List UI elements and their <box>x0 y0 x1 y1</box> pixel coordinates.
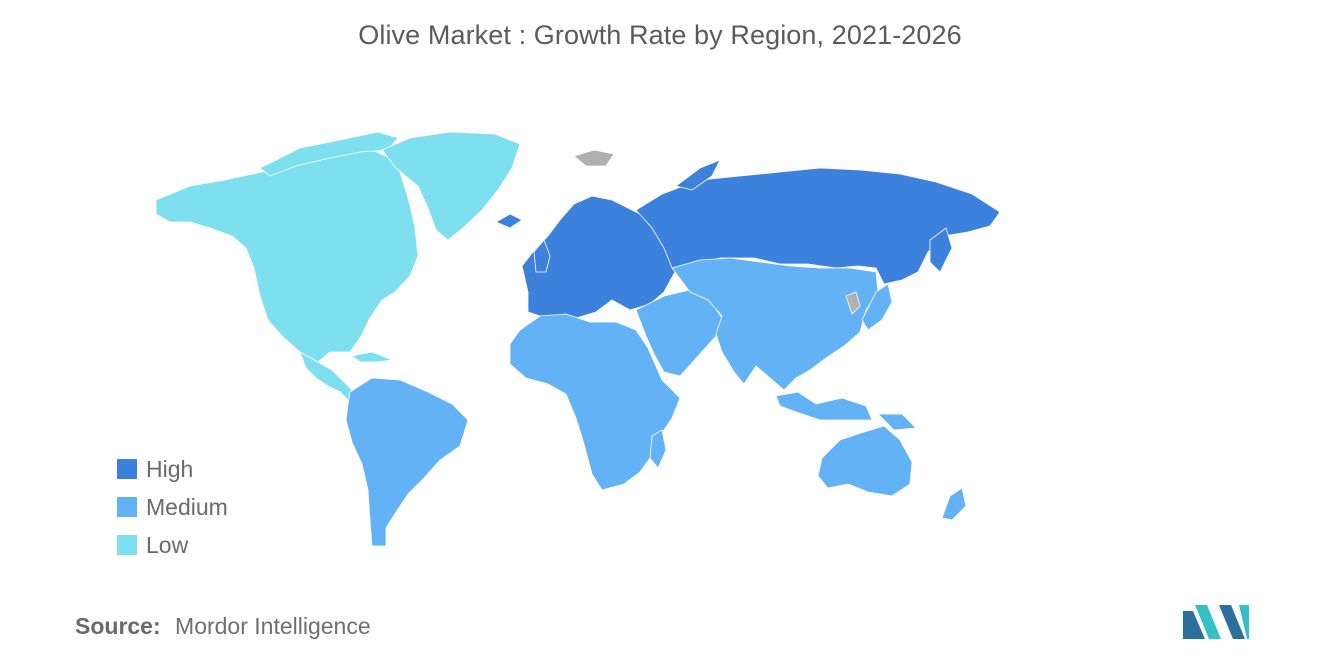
legend-label-medium: Medium <box>146 493 228 520</box>
region-japan <box>861 283 893 331</box>
legend-item-medium: Medium <box>117 488 228 526</box>
logo-left-bar <box>1183 611 1205 639</box>
region-australia <box>817 425 913 497</box>
region-greenland <box>381 131 521 241</box>
region-south-america <box>345 377 469 547</box>
logo-center-wedge <box>1195 605 1221 639</box>
region-caribbean <box>351 351 394 363</box>
region-korea <box>845 291 861 315</box>
region-russia-east <box>929 227 953 273</box>
region-russia-arctic <box>675 159 721 191</box>
region-new-zealand <box>941 487 967 521</box>
legend-item-low: Low <box>117 526 228 564</box>
chart-title: Olive Market : Growth Rate by Region, 20… <box>358 20 962 50</box>
legend-swatch-low <box>117 535 137 555</box>
region-asia <box>671 257 879 391</box>
region-new-guinea <box>877 413 917 431</box>
logo-right-wedge <box>1219 605 1245 639</box>
region-middle-east <box>635 289 723 377</box>
legend-label-high: High <box>146 455 194 482</box>
source-key: Source: <box>75 613 161 639</box>
source-value: Mordor Intelligence <box>175 613 371 639</box>
legend-item-high: High <box>117 450 228 488</box>
legend-swatch-medium <box>117 497 137 517</box>
map-legend: High Medium Low <box>117 450 228 564</box>
region-iceland <box>495 213 523 229</box>
legend-swatch-high <box>117 459 137 479</box>
mordor-intelligence-logo-icon <box>1183 605 1249 639</box>
region-uk <box>533 239 551 273</box>
logo-right-bar <box>1239 605 1249 639</box>
legend-label-low: Low <box>146 531 189 558</box>
region-svalbard <box>573 149 615 167</box>
region-southeast-asia <box>775 391 873 421</box>
region-africa <box>509 313 681 491</box>
region-madagascar <box>649 429 667 469</box>
region-north-america <box>155 149 419 363</box>
source-note: Source: Mordor Intelligence <box>75 613 371 640</box>
